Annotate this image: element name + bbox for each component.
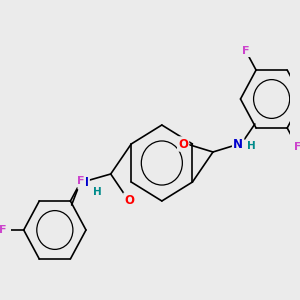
Text: O: O [124,194,134,206]
Text: N: N [233,137,243,151]
Text: F: F [294,142,300,152]
Text: H: H [93,187,102,197]
Text: N: N [79,176,89,188]
Text: F: F [0,225,6,235]
Text: F: F [77,176,85,186]
Text: F: F [242,46,250,56]
Text: H: H [247,141,256,151]
Text: O: O [178,137,188,151]
